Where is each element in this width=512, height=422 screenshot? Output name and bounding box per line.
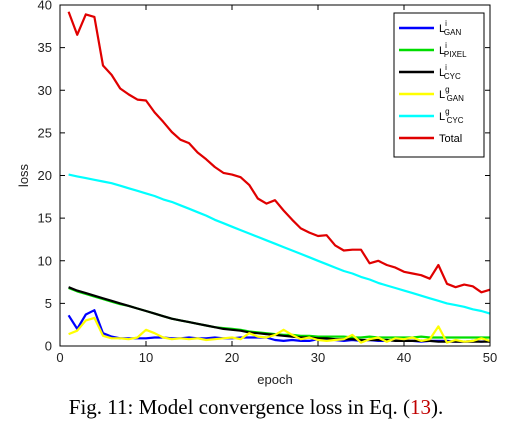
x-tick-label: 10 xyxy=(139,350,153,365)
y-tick-label: 30 xyxy=(38,83,52,98)
plot-area xyxy=(67,11,491,344)
x-tick-label: 40 xyxy=(397,350,411,365)
series-line-5 xyxy=(67,11,491,294)
series-line-3 xyxy=(68,316,491,344)
loss-chart: 0 10 20 30 40 50 0 5 10 15 20 25 30 35 40 epoch loss Li G… xyxy=(16,0,497,387)
series-line-4 xyxy=(68,173,491,315)
x-tick-label: 20 xyxy=(225,350,239,365)
x-axis-title: epoch xyxy=(257,372,292,387)
figure-caption: Fig. 11: Model convergence loss in Eq. (… xyxy=(0,392,512,422)
caption-prefix: Fig. 11: Model convergence loss in Eq. ( xyxy=(68,395,410,419)
x-tick-label: 30 xyxy=(311,350,325,365)
y-tick-label: 20 xyxy=(38,168,52,183)
y-tick-label: 25 xyxy=(38,125,52,140)
y-tick-label: 0 xyxy=(45,339,52,354)
y-tick-label: 15 xyxy=(38,211,52,226)
legend-label-1: Li PIXEL xyxy=(439,41,467,59)
legend-label-2: Li CYC xyxy=(439,63,461,81)
series-line-1 xyxy=(68,286,490,339)
y-tick-label: 35 xyxy=(38,40,52,55)
legend: Li GAN Li PIXEL Li CYC Lg GAN Lg CYC Total xyxy=(393,12,485,158)
legend-label-5: Total xyxy=(439,133,462,145)
y-tick-label: 40 xyxy=(38,0,52,13)
x-tick-label: 50 xyxy=(483,350,497,365)
y-axis-title: loss xyxy=(16,163,31,187)
legend-label-0: Li GAN xyxy=(439,19,461,37)
chart-figure: 0 10 20 30 40 50 0 5 10 15 20 25 30 35 40 epoch loss Li G… xyxy=(16,0,497,387)
legend-box xyxy=(393,12,485,158)
equation-reference-link[interactable]: 13 xyxy=(409,395,431,419)
caption-suffix: ). xyxy=(430,395,444,419)
y-tick-label: 5 xyxy=(45,296,52,311)
legend-label-4: Lg CYC xyxy=(439,107,464,125)
legend-label-3: Lg GAN xyxy=(439,85,464,103)
y-tick-label: 10 xyxy=(38,253,52,268)
x-tick-label: 0 xyxy=(56,350,63,365)
axes: 0 10 20 30 40 50 0 5 10 15 20 25 30 35 40 epoch loss xyxy=(16,0,497,387)
